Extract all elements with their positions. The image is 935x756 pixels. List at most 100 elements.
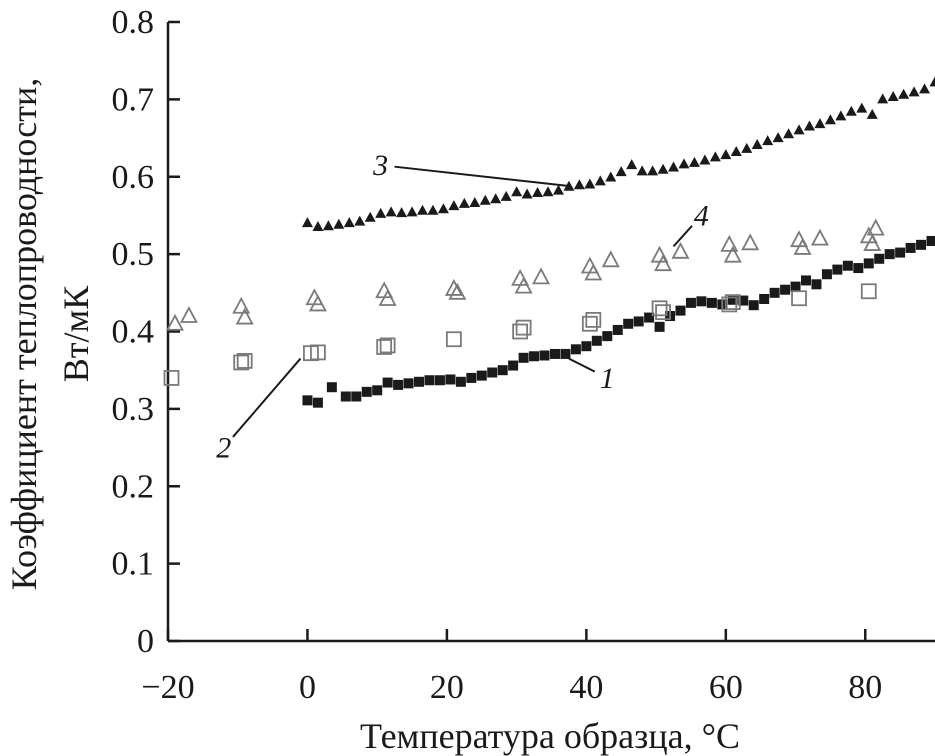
data-point-series-1 [466, 372, 477, 383]
data-point-series-2 [376, 339, 393, 355]
data-point-series-1 [340, 391, 351, 402]
data-point-series-1 [487, 367, 498, 378]
y-axis-title-line1: Коэффициент теплопроводности, [4, 78, 44, 591]
data-point-series-3 [887, 91, 899, 102]
data-point-series-2 [163, 370, 180, 386]
data-point-series-2 [721, 296, 738, 313]
y-tick-label: 0.6 [112, 159, 155, 196]
data-point-series-1 [801, 275, 812, 286]
x-tick-label: 80 [848, 669, 882, 706]
data-point-series-3 [720, 149, 732, 160]
data-point-series-2 [512, 323, 529, 340]
data-point-series-3 [668, 161, 680, 172]
data-point-series-3 [793, 124, 805, 135]
data-point-series-1 [476, 370, 487, 381]
curve-label-leader-2 [232, 357, 302, 438]
x-axis-title: Температура образца, °C [360, 716, 740, 756]
data-point-series-3 [919, 83, 931, 94]
data-point-series-3 [322, 220, 334, 231]
data-point-series-1 [853, 263, 864, 274]
data-point-series-3 [448, 200, 460, 211]
y-tick-label: 0.8 [112, 4, 155, 41]
data-point-series-4 [654, 254, 673, 272]
data-point-series-2 [236, 353, 253, 369]
data-point-series-4 [601, 250, 620, 268]
data-point-series-3 [427, 204, 439, 215]
data-point-series-3 [814, 118, 826, 129]
curve-label-leader-1 [568, 357, 596, 373]
data-point-series-4 [235, 307, 254, 325]
data-point-series-1 [895, 247, 906, 258]
data-point-series-1 [508, 360, 519, 371]
x-tick-label: 40 [569, 669, 603, 706]
data-point-series-1 [738, 295, 749, 306]
data-point-series-1 [602, 331, 613, 342]
data-point-series-3 [406, 206, 418, 217]
data-point-series-3 [647, 165, 659, 176]
data-point-series-3 [532, 186, 544, 197]
data-point-series-3 [824, 114, 836, 125]
data-point-series-3 [877, 93, 889, 104]
data-point-series-2 [233, 354, 250, 371]
data-point-series-1 [424, 375, 435, 386]
series-2 [163, 283, 877, 386]
data-point-series-4 [165, 313, 184, 331]
curve-labels: 1 2 3 4 [216, 149, 709, 464]
data-point-series-1 [529, 351, 540, 362]
data-point-series-1 [874, 253, 885, 264]
data-point-series-3 [469, 197, 481, 208]
data-point-series-1 [706, 297, 717, 308]
data-point-series-3 [866, 108, 878, 119]
data-point-series-3 [657, 163, 669, 174]
data-point-series-3 [615, 166, 627, 177]
data-point-series-3 [479, 194, 491, 205]
data-point-series-1 [312, 397, 323, 408]
data-point-series-1 [612, 324, 623, 335]
data-point-series-1 [326, 382, 337, 393]
data-point-series-3 [856, 102, 868, 113]
data-point-series-1 [916, 239, 927, 250]
data-point-series-1 [654, 321, 665, 332]
data-point-series-1 [832, 264, 843, 275]
data-point-series-3 [688, 156, 700, 167]
x-tick-label: 60 [709, 669, 743, 706]
data-point-series-1 [905, 242, 916, 253]
data-point-series-1 [727, 294, 738, 305]
data-point-series-4 [308, 294, 327, 312]
data-point-series-3 [500, 190, 512, 201]
data-point-series-3 [594, 175, 606, 186]
data-point-series-1 [685, 297, 696, 308]
data-point-series-1 [769, 287, 780, 298]
data-point-series-2 [655, 304, 671, 321]
data-point-series-3 [375, 207, 387, 218]
data-point-series-4 [793, 238, 812, 255]
curve-label-leader-3 [394, 165, 570, 188]
data-point-series-3 [511, 186, 523, 197]
data-point-series-3 [521, 188, 533, 199]
data-point-series-3 [908, 86, 920, 97]
data-point-series-1 [926, 235, 935, 246]
data-point-series-3 [343, 217, 355, 228]
data-point-series-2 [860, 283, 877, 300]
data-point-series-1 [675, 305, 686, 316]
data-point-series-4 [179, 306, 198, 323]
data-point-series-4 [232, 296, 251, 314]
x-tick-label: 20 [430, 669, 464, 706]
data-point-series-1 [884, 249, 895, 260]
data-point-series-1 [821, 269, 832, 280]
data-point-series-3 [385, 206, 397, 217]
data-point-series-2 [515, 319, 532, 336]
curve-label-3: 3 [372, 149, 388, 182]
data-point-series-4 [532, 267, 551, 285]
curve-label-4: 4 [694, 199, 709, 232]
data-point-series-2 [379, 337, 396, 354]
series-3 [301, 76, 935, 232]
y-tick-label: 0.4 [112, 314, 155, 351]
data-point-series-3 [835, 110, 847, 121]
axes [166, 22, 935, 643]
data-point-series-4 [863, 234, 882, 251]
data-point-series-3 [312, 221, 324, 232]
data-point-series-4 [810, 228, 829, 246]
curve-label-2: 2 [216, 432, 231, 465]
data-point-series-3 [396, 207, 408, 218]
